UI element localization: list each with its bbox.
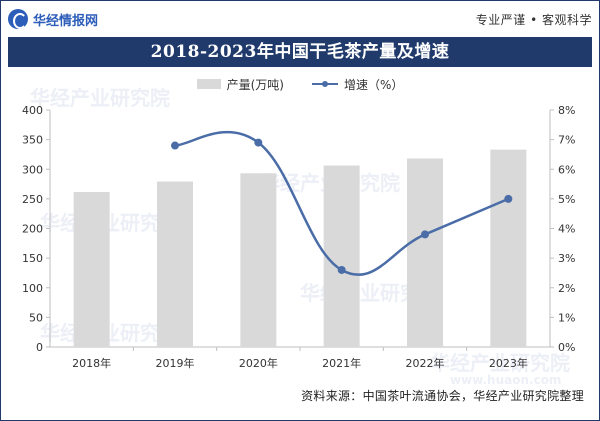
x-tick-label: 2018年 (72, 356, 111, 370)
bar-production (407, 158, 443, 347)
y-right-tick-label: 5% (558, 193, 575, 206)
watermark-url: www.huaon.com (450, 373, 561, 387)
legend-item-growth[interactable]: 增速（%） (311, 76, 404, 93)
legend: 产量(万吨) 增速（%） (0, 74, 600, 94)
bar-production (490, 149, 527, 347)
y-left-tick-label: 200 (22, 223, 43, 236)
bar-production (323, 165, 360, 347)
chart-title: 2018-2023年中国干毛茶产量及增速 (8, 37, 592, 67)
bar-production (157, 181, 193, 347)
bar-production (240, 173, 277, 347)
y-right-tick-label: 0% (558, 341, 575, 354)
x-tick-label: 2019年 (156, 356, 195, 370)
source-note: 资料来源：中国茶叶流通协会，华经产业研究院整理 (301, 389, 584, 403)
growth-point (337, 265, 346, 274)
y-right-tick-label: 6% (558, 163, 575, 176)
watermark-text: 华经产业研究院 (430, 351, 570, 375)
growth-point (504, 194, 513, 203)
y-right-tick-label: 4% (558, 223, 575, 236)
legend-bar-swatch-icon (196, 79, 221, 89)
y-left-tick-label: 150 (22, 252, 43, 265)
header-bar: 华经情报网 专业严谨 • 客观科学 (8, 6, 592, 32)
y-left-tick-label: 100 (22, 282, 43, 295)
growth-line (174, 131, 509, 276)
x-tick-label: 2023年 (489, 356, 528, 370)
y-right-tick-label: 1% (558, 311, 575, 324)
legend-line-swatch-icon (311, 79, 338, 89)
y-right-tick-label: 8% (558, 104, 575, 117)
bar-production (73, 192, 110, 347)
x-tick-label: 2022年 (406, 356, 445, 370)
y-left-tick-label: 350 (22, 134, 43, 147)
legend-item-production[interactable]: 产量(万吨) (196, 76, 284, 93)
brand-name: 华经情报网 (33, 13, 99, 29)
growth-point (171, 141, 179, 150)
y-right-tick-label: 7% (558, 134, 575, 147)
legend-label-production: 产量(万吨) (226, 77, 284, 92)
y-left-tick-label: 250 (22, 193, 43, 206)
y-right-tick-label: 2% (558, 282, 575, 295)
legend-label-growth: 增速（%） (343, 77, 404, 92)
growth-point (254, 138, 263, 147)
brand[interactable]: 华经情报网 (8, 9, 98, 29)
y-left-tick-label: 400 (22, 104, 43, 117)
slogan: 专业严谨 • 客观科学 (475, 12, 592, 27)
x-tick-label: 2020年 (239, 356, 278, 370)
y-right-tick-label: 3% (558, 252, 575, 265)
watermark-text: 华经产业研究院 (40, 321, 180, 345)
y-left-tick-label: 0 (36, 341, 43, 354)
y-left-tick-label: 300 (22, 163, 43, 176)
brand-logo-icon (8, 9, 28, 29)
x-tick-label: 2021年 (322, 356, 361, 370)
watermark-text: 华经产业研究院 (30, 86, 170, 110)
growth-point (421, 230, 429, 239)
y-left-tick-label: 50 (29, 311, 43, 324)
watermark-text: 华经产业研究院 (40, 211, 180, 235)
